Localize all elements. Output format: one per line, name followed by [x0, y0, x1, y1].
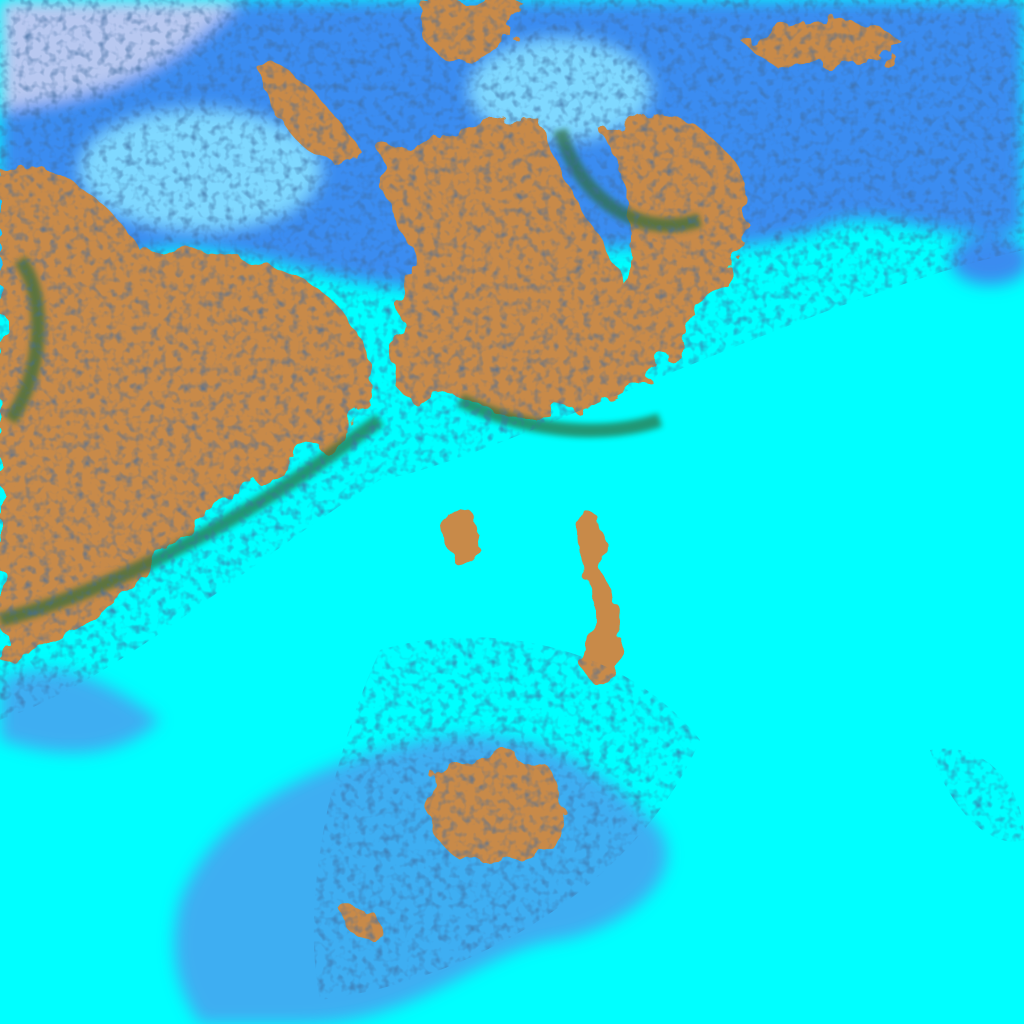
island-chain [578, 511, 621, 684]
peninsula [444, 510, 482, 564]
cloud-texture [0, 0, 1024, 1000]
